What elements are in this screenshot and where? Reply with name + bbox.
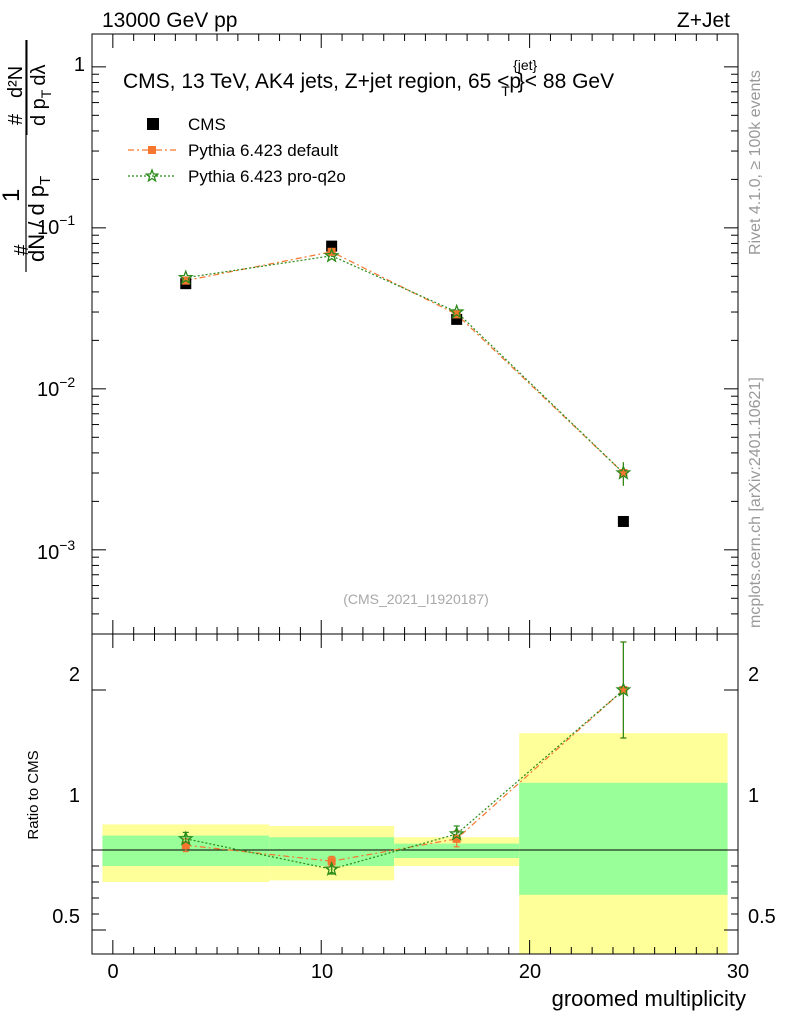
ylabel-dn-text: dN / d p xyxy=(24,185,49,262)
main-ticks xyxy=(92,34,739,635)
rtick-1-left: 1 xyxy=(69,785,80,807)
ytick-base-0.1: 10 xyxy=(37,217,59,239)
series-line-default xyxy=(185,251,624,474)
cms-point xyxy=(451,313,463,325)
rtick-1-right: 1 xyxy=(748,785,759,807)
ytick-exp-0.01: −2 xyxy=(59,374,75,390)
xaxis-label: groomed multiplicity xyxy=(552,986,746,1011)
ytick-base-0.01: 10 xyxy=(37,379,59,401)
legend-default-marker xyxy=(148,146,156,154)
ratio-bands xyxy=(102,733,728,954)
rtick-2-right: 2 xyxy=(748,664,759,686)
xtick-0: 0 xyxy=(107,961,118,983)
ratio-line-default xyxy=(185,689,624,862)
main-panel: 1 10−1 10−2 10−3 CMS, 13 TeV, AK4 jets, … xyxy=(37,33,739,635)
ylabel-t1: T xyxy=(37,176,54,185)
header-right: Z+Jet xyxy=(677,9,730,32)
ylabel-d2n: d²N xyxy=(5,66,27,98)
ylabel-one: 1 xyxy=(0,189,25,202)
series-line-proq2o xyxy=(185,255,624,474)
ratio-band-green xyxy=(394,843,520,858)
proq2o-point xyxy=(448,303,465,319)
watermark: (CMS_2021_I1920187) xyxy=(343,591,489,607)
legend: CMS Pythia 6.423 default Pythia 6.423 pr… xyxy=(128,115,346,186)
ytick-label-0.1: 10−1 xyxy=(37,212,75,239)
title-tail: }< 88 GeV xyxy=(518,70,614,93)
ratio-default-point xyxy=(181,841,190,850)
plot-title: CMS, 13 TeV, AK4 jets, Z+jet region, 65 … xyxy=(123,57,614,99)
legend-cms-marker xyxy=(147,118,159,130)
ratio-line-proq2o xyxy=(185,689,624,870)
ratio-proq2o-point xyxy=(615,681,632,697)
side-mcplots-text: mcplots.cern.ch [arXiv:2401.10621] xyxy=(747,377,764,628)
ylabel-dlambda: dλ xyxy=(28,65,50,86)
ratio-proq2o-point xyxy=(448,825,465,841)
ratio-default-point xyxy=(452,834,461,843)
ytick-base-0.001: 10 xyxy=(37,542,59,564)
ytick-label-0.001: 10−3 xyxy=(37,537,75,564)
legend-proq2o-marker xyxy=(144,168,160,183)
ylabel-hash1: # xyxy=(11,244,33,256)
rtick-05-left: 0.5 xyxy=(52,906,80,928)
main-data xyxy=(177,240,632,527)
ylabel-t2: T xyxy=(38,89,54,98)
ytick-exp-0.1: −1 xyxy=(59,212,75,228)
main-ylabel: # 1 dN / d pT # d²N d pTdλ xyxy=(0,40,54,272)
ratio-default-point xyxy=(619,686,628,694)
ytick-label-0.01: 10−2 xyxy=(37,374,75,401)
default-point xyxy=(619,469,628,478)
ratio-frame xyxy=(91,633,739,955)
ylabel-dpt: d pTdλ xyxy=(28,65,54,127)
ratio-ylabel: Ratio to CMS xyxy=(25,750,42,839)
rtick-05-right: 0.5 xyxy=(748,906,776,928)
side-rivet-text: Rivet 4.1.0, ≥ 100k events xyxy=(747,70,764,255)
ylabel-dn: dN / d pT xyxy=(24,176,54,262)
default-point xyxy=(327,247,336,256)
legend-default-label: Pythia 6.423 default xyxy=(188,141,339,160)
title-sup: {jet} xyxy=(513,57,537,73)
ylabel-dpt-text: d p xyxy=(28,98,50,126)
cms-point xyxy=(326,240,338,252)
ratio-panel: 2 1 0.5 2 1 0.5 0 10 20 30 groomed multi… xyxy=(25,633,776,1011)
proq2o-point xyxy=(177,269,194,285)
proq2o-point xyxy=(615,464,632,480)
title-main: CMS, 13 TeV, AK4 jets, Z+jet region, 65 … xyxy=(123,70,521,93)
cms-point xyxy=(617,515,629,527)
ratio-data xyxy=(177,641,632,876)
legend-proq2o-label: Pythia 6.423 pro-q2o xyxy=(188,167,346,186)
ratio-proq2o-point xyxy=(323,860,340,876)
rtick-2-left: 2 xyxy=(69,664,80,686)
xtick-20: 20 xyxy=(519,961,541,983)
ratio-band-green xyxy=(519,782,728,895)
legend-cms-label: CMS xyxy=(188,115,226,134)
ytick-label-1: 1 xyxy=(74,54,85,76)
header-left: 13000 GeV pp xyxy=(102,9,237,32)
xtick-10: 10 xyxy=(311,961,333,983)
xtick-30: 30 xyxy=(727,961,749,983)
ratio-proq2o-point xyxy=(177,830,194,846)
proq2o-point xyxy=(323,247,340,263)
ylabel-hash2: # xyxy=(5,113,27,125)
ratio-ticks xyxy=(92,634,739,954)
title-sub: T xyxy=(501,83,510,99)
ytick-exp-0.001: −3 xyxy=(59,537,75,553)
